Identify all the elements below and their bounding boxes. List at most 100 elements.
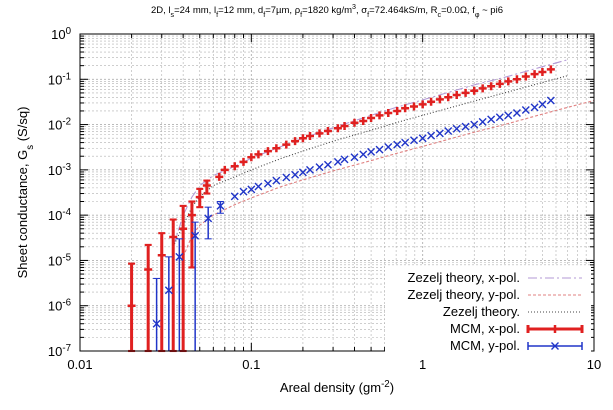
- data-point: [204, 214, 213, 223]
- data-point: [461, 88, 470, 97]
- data-point: [504, 111, 513, 120]
- data-point: [546, 65, 555, 74]
- data-point: [359, 150, 368, 159]
- y-tick-label: 10-6: [48, 297, 71, 314]
- data-point: [401, 104, 410, 113]
- data-point: [315, 129, 324, 138]
- data-point: [427, 97, 436, 106]
- data-point: [306, 165, 314, 174]
- chart-title: 2D, ls=24 mm, lf=12 mm, df=7µm, ρf=1820 …: [151, 3, 503, 19]
- data-point: [512, 109, 521, 118]
- data-point: [551, 325, 559, 333]
- data-point: [350, 118, 359, 127]
- y-tick-label: 10-1: [48, 71, 71, 88]
- data-point: [306, 131, 315, 140]
- y-tick-label: 10-7: [48, 343, 71, 360]
- data-point: [333, 124, 342, 133]
- data-point: [452, 90, 461, 99]
- data-point: [340, 121, 349, 130]
- legend-label: Zezelj theory, y-pol.: [408, 287, 520, 302]
- data-point: [187, 211, 196, 220]
- data-point: [418, 134, 427, 143]
- data-point: [254, 182, 263, 191]
- data-point: [179, 224, 188, 233]
- y-tick-label: 10-4: [48, 207, 72, 224]
- y-tick-label: 100: [51, 26, 71, 43]
- x-tick-label: 10: [587, 357, 601, 372]
- data-point: [323, 160, 332, 169]
- data-point: [191, 231, 200, 240]
- data-point: [315, 163, 324, 172]
- theory-line: [172, 75, 568, 248]
- x-tick-label: 0.1: [242, 357, 260, 372]
- data-point: [272, 176, 281, 185]
- data-point: [282, 140, 291, 149]
- data-point: [175, 252, 184, 261]
- data-point: [230, 192, 239, 201]
- data-point: [444, 93, 453, 102]
- data-point: [367, 147, 376, 156]
- data-point: [452, 124, 461, 133]
- data-point: [298, 168, 307, 177]
- legend-label: MCM, y-pol.: [450, 338, 520, 353]
- plot-frame: [79, 33, 595, 352]
- data-point: [478, 84, 487, 93]
- data-point: [220, 165, 229, 174]
- data-point: [375, 145, 384, 154]
- data-point: [435, 95, 444, 104]
- data-point: [495, 113, 504, 122]
- axis-tick-labels: 0.01 0.1 1 10 10-7 10-6 10-5 10-4 10-3 10-2 10-1 10…: [48, 26, 601, 373]
- data-point: [169, 232, 178, 241]
- data-point: [239, 157, 248, 166]
- data-point: [393, 106, 402, 115]
- data-point: [323, 127, 332, 136]
- data-point: [551, 342, 559, 350]
- data-point: [239, 187, 248, 196]
- data-point: [461, 122, 470, 131]
- data-points: [127, 65, 555, 353]
- data-point: [157, 251, 166, 260]
- data-point: [230, 162, 239, 171]
- x-tick-label: 0.01: [67, 357, 92, 372]
- data-point: [291, 137, 300, 146]
- data-point: [254, 150, 263, 159]
- legend-label: Zezelj theory.: [443, 304, 520, 319]
- data-point: [409, 102, 418, 111]
- data-point: [512, 75, 521, 84]
- data-point: [427, 131, 436, 140]
- data-point: [340, 155, 349, 164]
- data-point: [470, 86, 479, 95]
- data-point: [350, 153, 359, 162]
- theory-line: [172, 59, 568, 247]
- data-point: [195, 193, 204, 202]
- data-point: [487, 82, 496, 91]
- data-point: [384, 109, 393, 118]
- data-point: [202, 181, 211, 190]
- data-point: [521, 105, 530, 114]
- data-point: [216, 201, 225, 210]
- data-point: [487, 115, 496, 124]
- data-point: [164, 286, 173, 295]
- data-point: [367, 113, 376, 122]
- data-point: [282, 173, 291, 182]
- x-tick-label: 1: [419, 357, 426, 372]
- data-point: [530, 103, 539, 112]
- data-point: [418, 100, 427, 109]
- data-point: [478, 117, 487, 126]
- data-point: [470, 120, 479, 129]
- data-point: [410, 136, 418, 145]
- data-point: [538, 100, 547, 109]
- data-point: [144, 265, 153, 274]
- data-point: [298, 134, 307, 143]
- data-point: [375, 111, 384, 120]
- data-point: [521, 72, 530, 81]
- data-point: [538, 67, 547, 76]
- data-point: [247, 185, 256, 194]
- data-point: [152, 319, 161, 328]
- data-point: [263, 147, 272, 156]
- data-point: [127, 301, 136, 310]
- legend-label: Zezelj theory, x-pol.: [408, 270, 520, 285]
- y-axis-label: Sheet conductance, Gs (S/sq): [15, 107, 36, 279]
